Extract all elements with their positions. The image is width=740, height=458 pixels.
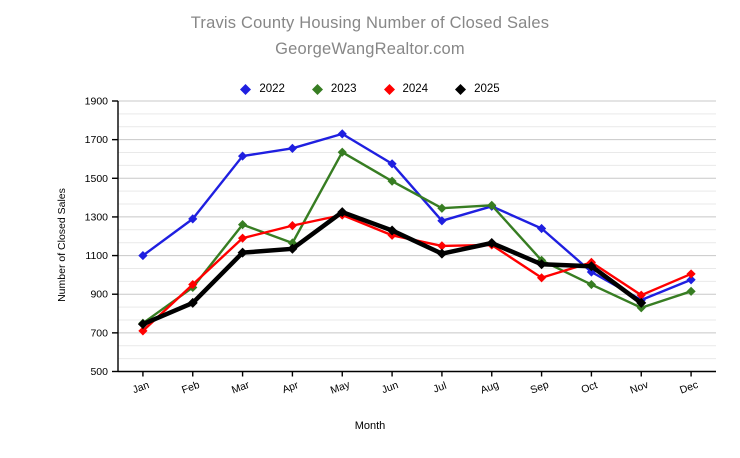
legend-diamond-icon bbox=[311, 83, 323, 95]
chart-subtitle: GeorgeWangRealtor.com bbox=[275, 40, 465, 58]
y-tick-label: 1900 bbox=[85, 96, 109, 108]
series-line-2022 bbox=[141, 132, 693, 302]
series-2022 bbox=[138, 129, 696, 305]
data-point-2024 bbox=[686, 269, 696, 279]
y-tick-label: 1100 bbox=[85, 250, 108, 262]
y-tick-label: 500 bbox=[90, 366, 108, 378]
legend-diamond-icon bbox=[383, 83, 395, 95]
x-tick-label: Jan bbox=[131, 379, 151, 396]
legend-item-2025: 2025 bbox=[455, 83, 500, 95]
data-point-2022 bbox=[387, 159, 397, 169]
data-point-2025 bbox=[137, 319, 148, 330]
data-point-2022 bbox=[337, 129, 347, 139]
y-tick-label: 1700 bbox=[85, 134, 109, 146]
data-point-2023 bbox=[437, 203, 447, 213]
y-tick-label: 1300 bbox=[85, 211, 109, 223]
data-point-2023 bbox=[387, 176, 397, 186]
x-tick-label: Sep bbox=[529, 379, 551, 397]
data-point-2022 bbox=[188, 214, 198, 224]
data-point-2024 bbox=[138, 326, 148, 336]
data-point-2023 bbox=[586, 279, 597, 290]
x-tick-label: Jun bbox=[380, 379, 400, 396]
data-point-2025 bbox=[636, 297, 647, 308]
data-point-2024 bbox=[636, 290, 646, 300]
series-line-2023 bbox=[141, 151, 693, 325]
legend-diamond-icon bbox=[455, 83, 467, 95]
data-point-2023 bbox=[337, 147, 347, 157]
data-point-2025 bbox=[337, 207, 348, 218]
x-tick-label: Dec bbox=[678, 379, 700, 397]
legend-label: 2022 bbox=[259, 83, 285, 95]
data-point-2022 bbox=[138, 250, 148, 261]
series-2025 bbox=[137, 207, 647, 330]
x-tick-label: Apr bbox=[281, 379, 301, 396]
legend-label: 2025 bbox=[474, 83, 500, 95]
x-tick-label: Aug bbox=[479, 379, 501, 397]
data-point-2023 bbox=[686, 286, 696, 296]
data-point-2023 bbox=[487, 200, 497, 210]
legend-diamond-icon bbox=[240, 83, 252, 95]
data-point-2024 bbox=[287, 221, 298, 231]
data-point-2025 bbox=[586, 261, 597, 272]
data-point-2023 bbox=[287, 238, 298, 248]
data-point-2025 bbox=[287, 243, 298, 254]
data-point-2022 bbox=[686, 275, 696, 285]
y-tick-label: 700 bbox=[90, 327, 108, 339]
chart-title-block: Travis County Housing Number of Closed S… bbox=[0, 10, 740, 62]
x-tick-label: Oct bbox=[580, 379, 600, 396]
legend-item-2023: 2023 bbox=[311, 83, 357, 95]
legend-label: 2023 bbox=[330, 83, 357, 95]
x-tick-label: Jul bbox=[432, 380, 449, 396]
y-tick-label: 900 bbox=[90, 289, 108, 301]
x-tick-label: Feb bbox=[180, 379, 201, 397]
data-point-2025 bbox=[436, 248, 447, 259]
x-tick-label: May bbox=[329, 378, 352, 396]
legend-item-2024: 2024 bbox=[383, 83, 429, 95]
data-point-2025 bbox=[187, 297, 198, 308]
chart-title: Travis County Housing Number of Closed S… bbox=[190, 14, 550, 32]
data-point-2025 bbox=[486, 238, 497, 249]
data-point-2022 bbox=[237, 151, 248, 161]
data-point-2025 bbox=[237, 247, 248, 258]
y-tick-label: 1500 bbox=[85, 173, 109, 185]
x-tick-label: Nov bbox=[628, 379, 650, 397]
data-point-2023 bbox=[237, 220, 248, 230]
data-point-2025 bbox=[536, 259, 547, 270]
y-axis-title: Number of Closed Sales bbox=[56, 188, 68, 302]
x-axis-title: Month bbox=[354, 420, 386, 432]
data-point-2022 bbox=[536, 223, 547, 234]
x-tick-label: Mar bbox=[230, 379, 252, 397]
series-2023 bbox=[138, 147, 696, 328]
data-point-2022 bbox=[437, 216, 447, 226]
data-point-2024 bbox=[437, 241, 447, 251]
legend-item-2022: 2022 bbox=[240, 83, 285, 95]
data-point-2022 bbox=[287, 143, 298, 153]
data-point-2024 bbox=[237, 233, 248, 243]
data-point-2025 bbox=[387, 225, 398, 236]
legend-label: 2024 bbox=[402, 83, 429, 95]
data-point-2024 bbox=[536, 273, 547, 283]
legend: 2022 2023 2024 2025 bbox=[0, 80, 740, 98]
data-point-2024 bbox=[188, 279, 198, 290]
